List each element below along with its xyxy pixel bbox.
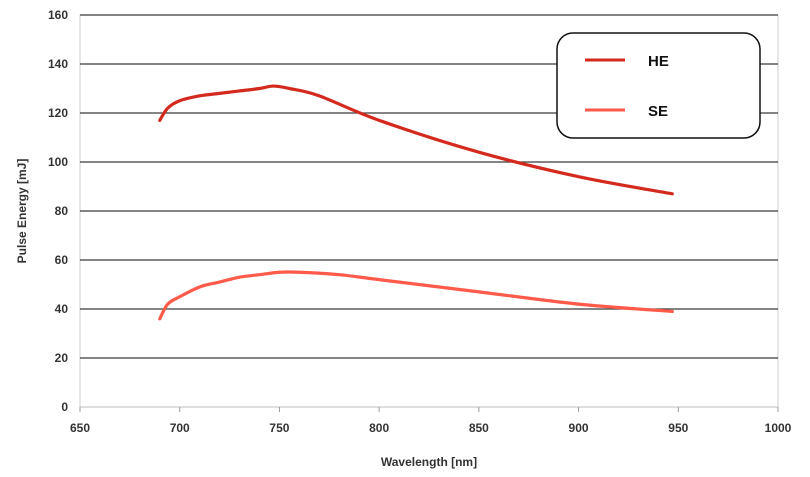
series-line-he xyxy=(158,84,674,196)
x-axis-label: Wavelength [nm] xyxy=(381,455,477,469)
x-tick-label: 800 xyxy=(369,421,389,435)
x-tick-label: 900 xyxy=(569,421,589,435)
x-tick-label: 650 xyxy=(70,421,90,435)
y-tick-label: 100 xyxy=(48,155,68,169)
legend-box xyxy=(556,32,761,139)
x-tick-label: 750 xyxy=(269,421,289,435)
legend: HE SE xyxy=(556,32,761,139)
x-tick-label: 700 xyxy=(170,421,190,435)
series-lines xyxy=(158,84,674,321)
y-tick-label: 120 xyxy=(48,106,68,120)
y-tick-label: 40 xyxy=(55,302,69,316)
y-tick-label: 80 xyxy=(55,204,69,218)
y-tick-label: 60 xyxy=(55,253,69,267)
y-axis-ticks: 0 20 40 60 80 100 120 140 160 xyxy=(48,8,68,414)
legend-label-he: HE xyxy=(648,53,669,70)
y-tick-label: 140 xyxy=(48,57,68,71)
x-tick-label: 850 xyxy=(469,421,489,435)
y-tick-label: 0 xyxy=(61,400,68,414)
x-tick-label: 1000 xyxy=(765,421,792,435)
x-axis-ticks: 650 700 750 800 850 900 950 1000 xyxy=(70,407,792,435)
y-axis-label: Pulse Energy [mJ] xyxy=(15,159,29,264)
y-tick-label: 20 xyxy=(55,351,69,365)
legend-label-se: SE xyxy=(648,103,668,120)
series-line-se xyxy=(158,270,674,321)
y-tick-label: 160 xyxy=(48,8,68,22)
x-tick-label: 950 xyxy=(668,421,688,435)
